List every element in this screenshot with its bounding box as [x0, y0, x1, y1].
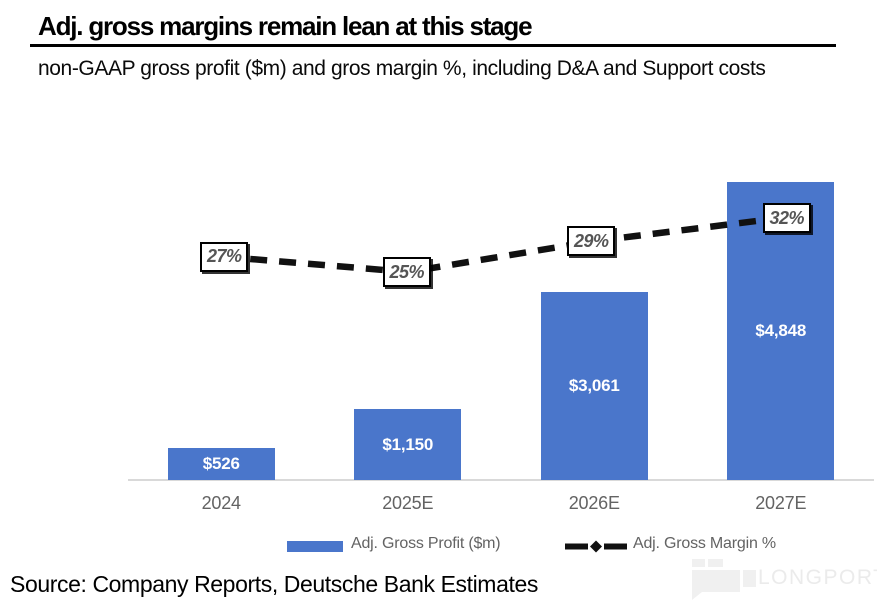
x-tick-2026E: 2026E [568, 493, 620, 513]
title-underline [30, 44, 836, 47]
longport-logo-icon [708, 559, 723, 567]
x-tick-2025E: 2025E [382, 493, 434, 513]
margin-label-2026E: 29% [567, 226, 616, 257]
x-tick-2024: 2024 [201, 493, 241, 513]
source-note: Source: Company Reports, Deutsche Bank E… [10, 571, 538, 597]
watermark-text: LONGPORT [758, 566, 877, 589]
margin-label-2027E: 32% [762, 203, 811, 233]
margin-label-2024: 27% [200, 241, 249, 272]
chart-title: Adj. gross margins remain lean at this s… [38, 11, 533, 41]
bar-value-label: $1,150 [382, 434, 434, 454]
legend-line-label: Adj. Gross Margin % [633, 535, 776, 552]
bar-value-label: $4,848 [755, 321, 807, 340]
longport-logo-icon [692, 570, 740, 592]
bar-value-label: $3,061 [568, 375, 620, 395]
legend-line-marker-icon [565, 540, 627, 553]
legend-bar-swatch [287, 541, 343, 552]
bar-value-label: $526 [202, 453, 240, 473]
margin-label-2025E: 25% [382, 257, 431, 287]
longport-logo-icon [692, 559, 705, 567]
x-tick-2027E: 2027E [755, 493, 807, 513]
bar-2024: $526 [167, 447, 275, 480]
longport-logo-icon [743, 570, 756, 587]
longport-logo-icon [692, 592, 702, 600]
legend-bar-label: Adj. Gross Profit ($m) [351, 535, 501, 552]
bar-2026E: $3,061 [540, 291, 648, 480]
bar-2025E: $1,150 [354, 409, 462, 480]
x-axis-line [128, 479, 874, 481]
chart-subtitle: non-GAAP gross profit ($m) and gros marg… [38, 57, 766, 80]
